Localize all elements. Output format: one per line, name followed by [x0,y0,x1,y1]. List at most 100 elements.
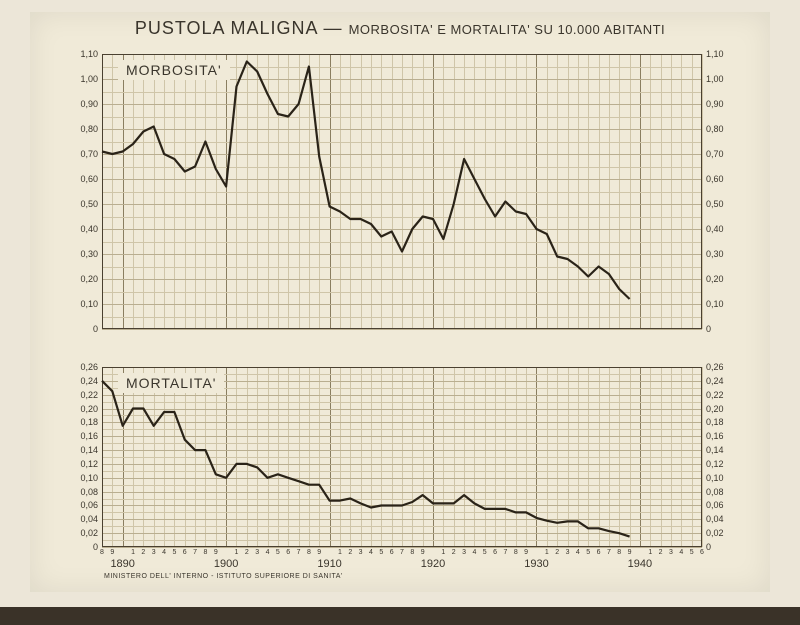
y-tick-label: 1,10 [706,49,734,59]
x-tick-minor: 9 [107,549,117,556]
y-tick-label: 0,90 [70,99,98,109]
x-tick-minor: 2 [242,549,252,556]
x-tick-minor: 6 [283,549,293,556]
x-tick-minor: 2 [656,549,666,556]
mortalita-label: MORTALITA' [118,373,224,393]
y-tick-label: 0,04 [70,514,98,524]
x-tick-minor: 1 [542,549,552,556]
main-title: PUSTOLA MALIGNA — MORBOSITA' E MORTALITA… [30,18,770,39]
y-tick-label: 0,10 [706,299,734,309]
y-tick-label: 0,08 [70,487,98,497]
y-tick-label: 0,06 [70,500,98,510]
morbosita-line [102,54,702,329]
y-tick-label: 0,50 [706,199,734,209]
y-tick-label: 1,00 [706,74,734,84]
x-tick-minor: 4 [366,549,376,556]
y-tick-label: 0,10 [706,473,734,483]
morbosita-label: MORBOSITA' [118,60,230,80]
y-tick-label: 0,14 [706,445,734,455]
y-tick-label: 0,14 [70,445,98,455]
x-tick-minor: 9 [521,549,531,556]
x-tick-minor: 5 [376,549,386,556]
x-tick-minor: 8 [511,549,521,556]
x-tick-minor: 6 [697,549,707,556]
y-tick-label: 0,90 [706,99,734,109]
x-tick-decade: 1930 [521,558,551,570]
x-tick-minor: 1 [645,549,655,556]
y-tick-label: 0,22 [70,390,98,400]
chart-frame: PUSTOLA MALIGNA — MORBOSITA' E MORTALITA… [30,12,770,592]
x-tick-minor: 3 [149,549,159,556]
x-tick-minor: 7 [500,549,510,556]
y-tick-label: 1,00 [70,74,98,84]
y-tick-label: 0,18 [706,417,734,427]
y-tick-label: 0,40 [70,224,98,234]
x-tick-minor: 1 [438,549,448,556]
x-tick-decade: 1910 [315,558,345,570]
x-tick-minor: 4 [159,549,169,556]
mortalita-chart: MORTALITA' 000,020,020,040,040,060,060,0… [102,367,702,547]
x-tick-decade: 1890 [108,558,138,570]
x-tick-minor: 1 [128,549,138,556]
y-tick-label: 0 [706,324,734,334]
y-tick-label: 0,70 [70,149,98,159]
x-tick-minor: 2 [345,549,355,556]
x-tick-minor: 7 [190,549,200,556]
x-tick-minor: 9 [211,549,221,556]
y-tick-label: 0,08 [706,487,734,497]
x-tick-minor: 5 [583,549,593,556]
title-sub-text: MORBOSITA' E MORTALITA' SU 10.000 ABITAN… [349,22,666,37]
x-tick-minor: 9 [625,549,635,556]
y-tick-label: 0,02 [706,528,734,538]
y-tick-label: 0,22 [706,390,734,400]
y-tick-label: 0,24 [706,376,734,386]
x-tick-decade: 1900 [211,558,241,570]
x-tick-minor: 7 [294,549,304,556]
x-tick-minor: 6 [180,549,190,556]
y-tick-label: 0,06 [706,500,734,510]
y-tick-label: 0,12 [70,459,98,469]
y-tick-label: 0,16 [70,431,98,441]
morbosita-chart: MORBOSITA' 000,100,100,200,200,300,300,4… [102,54,702,329]
page-root: PUSTOLA MALIGNA — MORBOSITA' E MORTALITA… [0,0,800,625]
x-tick-minor: 9 [314,549,324,556]
x-tick-minor: 5 [687,549,697,556]
x-tick-minor: 1 [335,549,345,556]
x-tick-minor: 1 [231,549,241,556]
x-tick-minor: 7 [604,549,614,556]
y-tick-label: 0,20 [706,274,734,284]
y-tick-label: 0 [70,542,98,552]
y-tick-label: 0,16 [706,431,734,441]
x-tick-minor: 8 [97,549,107,556]
title-main-text: PUSTOLA MALIGNA — [135,18,343,38]
x-tick-minor: 3 [563,549,573,556]
y-tick-label: 0,50 [70,199,98,209]
y-tick-label: 0,60 [70,174,98,184]
x-tick-minor: 9 [418,549,428,556]
bottom-scanner-edge [0,607,800,625]
x-tick-minor: 2 [552,549,562,556]
y-tick-label: 0,80 [70,124,98,134]
y-tick-label: 0,70 [706,149,734,159]
x-tick-minor: 3 [459,549,469,556]
x-tick-minor: 5 [480,549,490,556]
y-tick-label: 0,10 [70,473,98,483]
y-tick-label: 0,10 [70,299,98,309]
y-tick-label: 0,04 [706,514,734,524]
x-tick-minor: 6 [387,549,397,556]
y-tick-label: 0,30 [70,249,98,259]
y-tick-label: 0,26 [70,362,98,372]
y-tick-label: 0 [70,324,98,334]
x-tick-minor: 7 [397,549,407,556]
x-tick-minor: 5 [273,549,283,556]
y-tick-label: 0,02 [70,528,98,538]
y-tick-label: 0,12 [706,459,734,469]
x-tick-minor: 6 [490,549,500,556]
x-tick-decade: 1920 [418,558,448,570]
y-tick-label: 0,40 [706,224,734,234]
x-tick-minor: 2 [449,549,459,556]
mortalita-line [102,367,702,547]
y-tick-label: 0,80 [706,124,734,134]
x-tick-minor: 8 [304,549,314,556]
y-tick-label: 0,20 [706,404,734,414]
